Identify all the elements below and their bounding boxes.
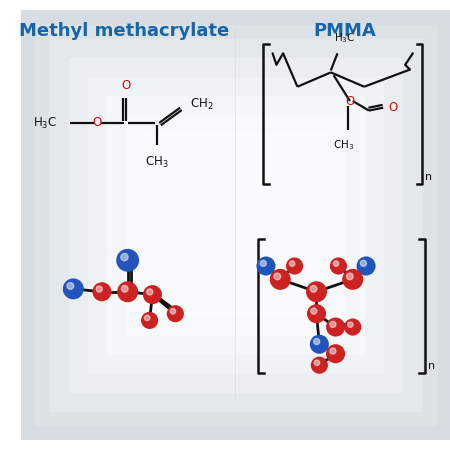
Circle shape bbox=[310, 335, 329, 354]
Circle shape bbox=[344, 319, 361, 336]
Circle shape bbox=[67, 283, 74, 289]
Circle shape bbox=[96, 286, 102, 292]
Bar bbox=[145, 135, 326, 315]
Text: O: O bbox=[93, 116, 102, 129]
Bar bbox=[88, 77, 383, 373]
Bar bbox=[107, 96, 364, 354]
Circle shape bbox=[326, 318, 345, 337]
Circle shape bbox=[326, 344, 345, 363]
Text: O: O bbox=[121, 80, 130, 92]
Circle shape bbox=[330, 348, 336, 354]
Circle shape bbox=[274, 273, 281, 280]
Text: Methyl methacrylate: Methyl methacrylate bbox=[19, 22, 229, 40]
Circle shape bbox=[310, 285, 317, 292]
Circle shape bbox=[360, 260, 366, 266]
Circle shape bbox=[256, 256, 275, 275]
Circle shape bbox=[307, 304, 326, 323]
Text: PMMA: PMMA bbox=[314, 22, 377, 40]
Text: O: O bbox=[345, 95, 355, 108]
Text: n: n bbox=[425, 172, 432, 182]
Circle shape bbox=[342, 269, 363, 290]
Circle shape bbox=[270, 269, 291, 290]
Circle shape bbox=[330, 257, 347, 274]
Text: CH$_2$: CH$_2$ bbox=[189, 97, 213, 112]
Circle shape bbox=[117, 281, 138, 302]
Text: CH$_3$: CH$_3$ bbox=[333, 138, 354, 152]
Circle shape bbox=[346, 273, 353, 280]
Circle shape bbox=[289, 261, 295, 266]
Circle shape bbox=[311, 308, 317, 314]
Circle shape bbox=[92, 282, 112, 302]
Circle shape bbox=[122, 285, 128, 292]
Text: H$_3$C: H$_3$C bbox=[334, 31, 356, 45]
Text: O: O bbox=[388, 101, 397, 114]
Circle shape bbox=[356, 256, 376, 275]
Circle shape bbox=[170, 309, 176, 314]
Circle shape bbox=[144, 315, 150, 321]
Circle shape bbox=[314, 360, 319, 365]
Circle shape bbox=[260, 260, 266, 266]
Circle shape bbox=[306, 281, 327, 302]
Circle shape bbox=[141, 312, 158, 329]
Text: CH$_3$: CH$_3$ bbox=[145, 155, 169, 171]
Circle shape bbox=[147, 289, 153, 295]
Circle shape bbox=[143, 285, 162, 304]
Bar bbox=[50, 39, 421, 411]
Circle shape bbox=[167, 305, 184, 322]
Text: H$_3$C: H$_3$C bbox=[33, 115, 57, 130]
Bar bbox=[126, 115, 345, 335]
Circle shape bbox=[63, 279, 84, 299]
Circle shape bbox=[286, 257, 303, 274]
Circle shape bbox=[121, 253, 128, 261]
Circle shape bbox=[347, 322, 353, 328]
Circle shape bbox=[314, 338, 320, 345]
Text: n: n bbox=[428, 361, 435, 371]
Circle shape bbox=[330, 321, 336, 328]
Circle shape bbox=[116, 249, 139, 272]
Bar bbox=[68, 58, 402, 392]
Circle shape bbox=[311, 356, 328, 374]
Circle shape bbox=[333, 261, 339, 266]
